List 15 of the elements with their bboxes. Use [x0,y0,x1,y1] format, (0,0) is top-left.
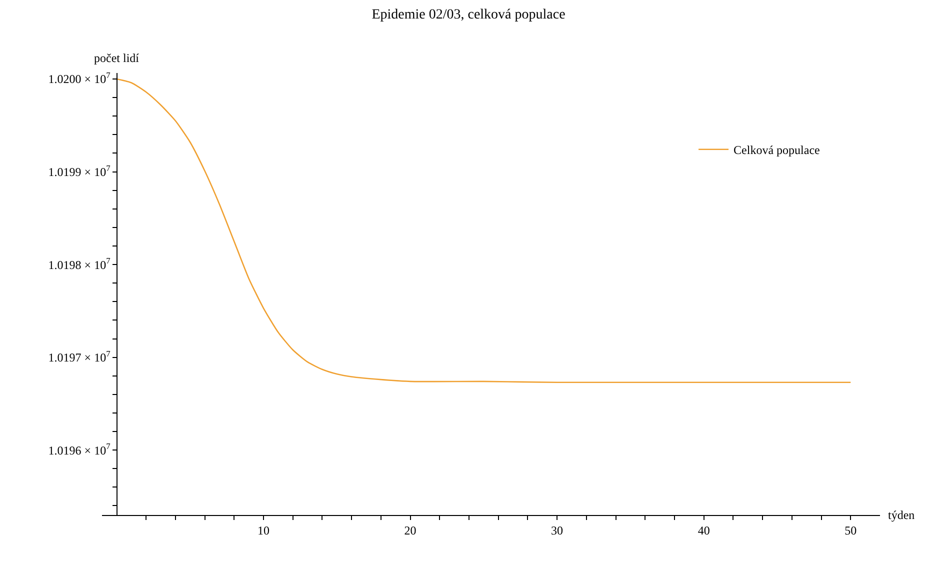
x-axis-title: týden [888,508,915,522]
legend-label: Celková populace [734,143,820,158]
x-tick-label: 30 [551,523,564,538]
x-tick-label: 20 [404,523,416,538]
y-tick-label: 1.0197 × 10$^{7}$ [48,349,110,365]
x-tick-label: 10 [257,523,270,538]
y-tick-label: 1.0196 × 10$^{7}$ [48,442,110,458]
y-axis-title: počet lidí [94,51,140,65]
y-tick-label: 1.0200 × 10$^{7}$ [48,71,110,86]
chart-title: Epidemie 02/03, celková populace [372,7,566,22]
y-tick-label: 1.0198 × 10$^{7}$ [48,256,110,272]
line-series [116,78,852,384]
y-tick-label: 1.0199 × 10$^{7}$ [48,164,110,179]
x-tick-label: 40 [698,523,710,538]
x-tick-label: 50 [844,523,857,538]
